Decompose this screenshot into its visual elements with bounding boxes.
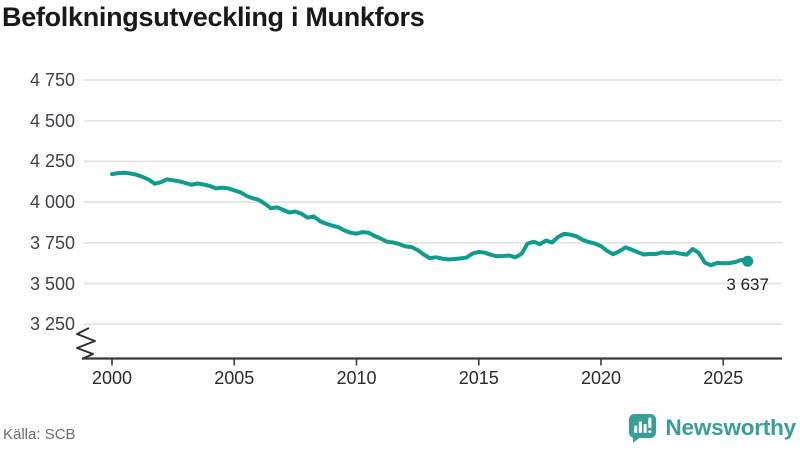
- y-axis-label: 3 250: [29, 314, 75, 335]
- y-axis-label: 3 750: [29, 232, 75, 253]
- x-axis-label: 2020: [580, 368, 622, 388]
- y-axis-label: 4 250: [29, 151, 75, 172]
- newsworthy-logo-icon: [629, 414, 657, 443]
- x-axis-label: 2025: [703, 368, 744, 388]
- latest-value-dot: [742, 255, 754, 267]
- y-axis-label: 4 500: [29, 110, 75, 131]
- source-note: Källa: SCB: [3, 426, 76, 443]
- population-line: [110, 170, 750, 268]
- chart-title: Befolkningsutveckling i Munkfors: [2, 2, 425, 32]
- newsworthy-logo: Newsworthy: [628, 412, 796, 444]
- x-axis-label: 2015: [458, 368, 499, 388]
- latest-value-label: 3 637: [726, 275, 769, 295]
- y-axis-label: 3 500: [29, 273, 75, 294]
- x-axis-label: 2005: [214, 368, 255, 388]
- newsworthy-logo-text: Newsworthy: [665, 415, 796, 440]
- y-axis-label: 4 000: [29, 192, 75, 213]
- x-axis-label: 2000: [91, 368, 133, 388]
- x-axis-label: 2010: [336, 368, 377, 388]
- y-axis-label: 4 750: [29, 70, 75, 90]
- axis-break-icon: [76, 327, 96, 360]
